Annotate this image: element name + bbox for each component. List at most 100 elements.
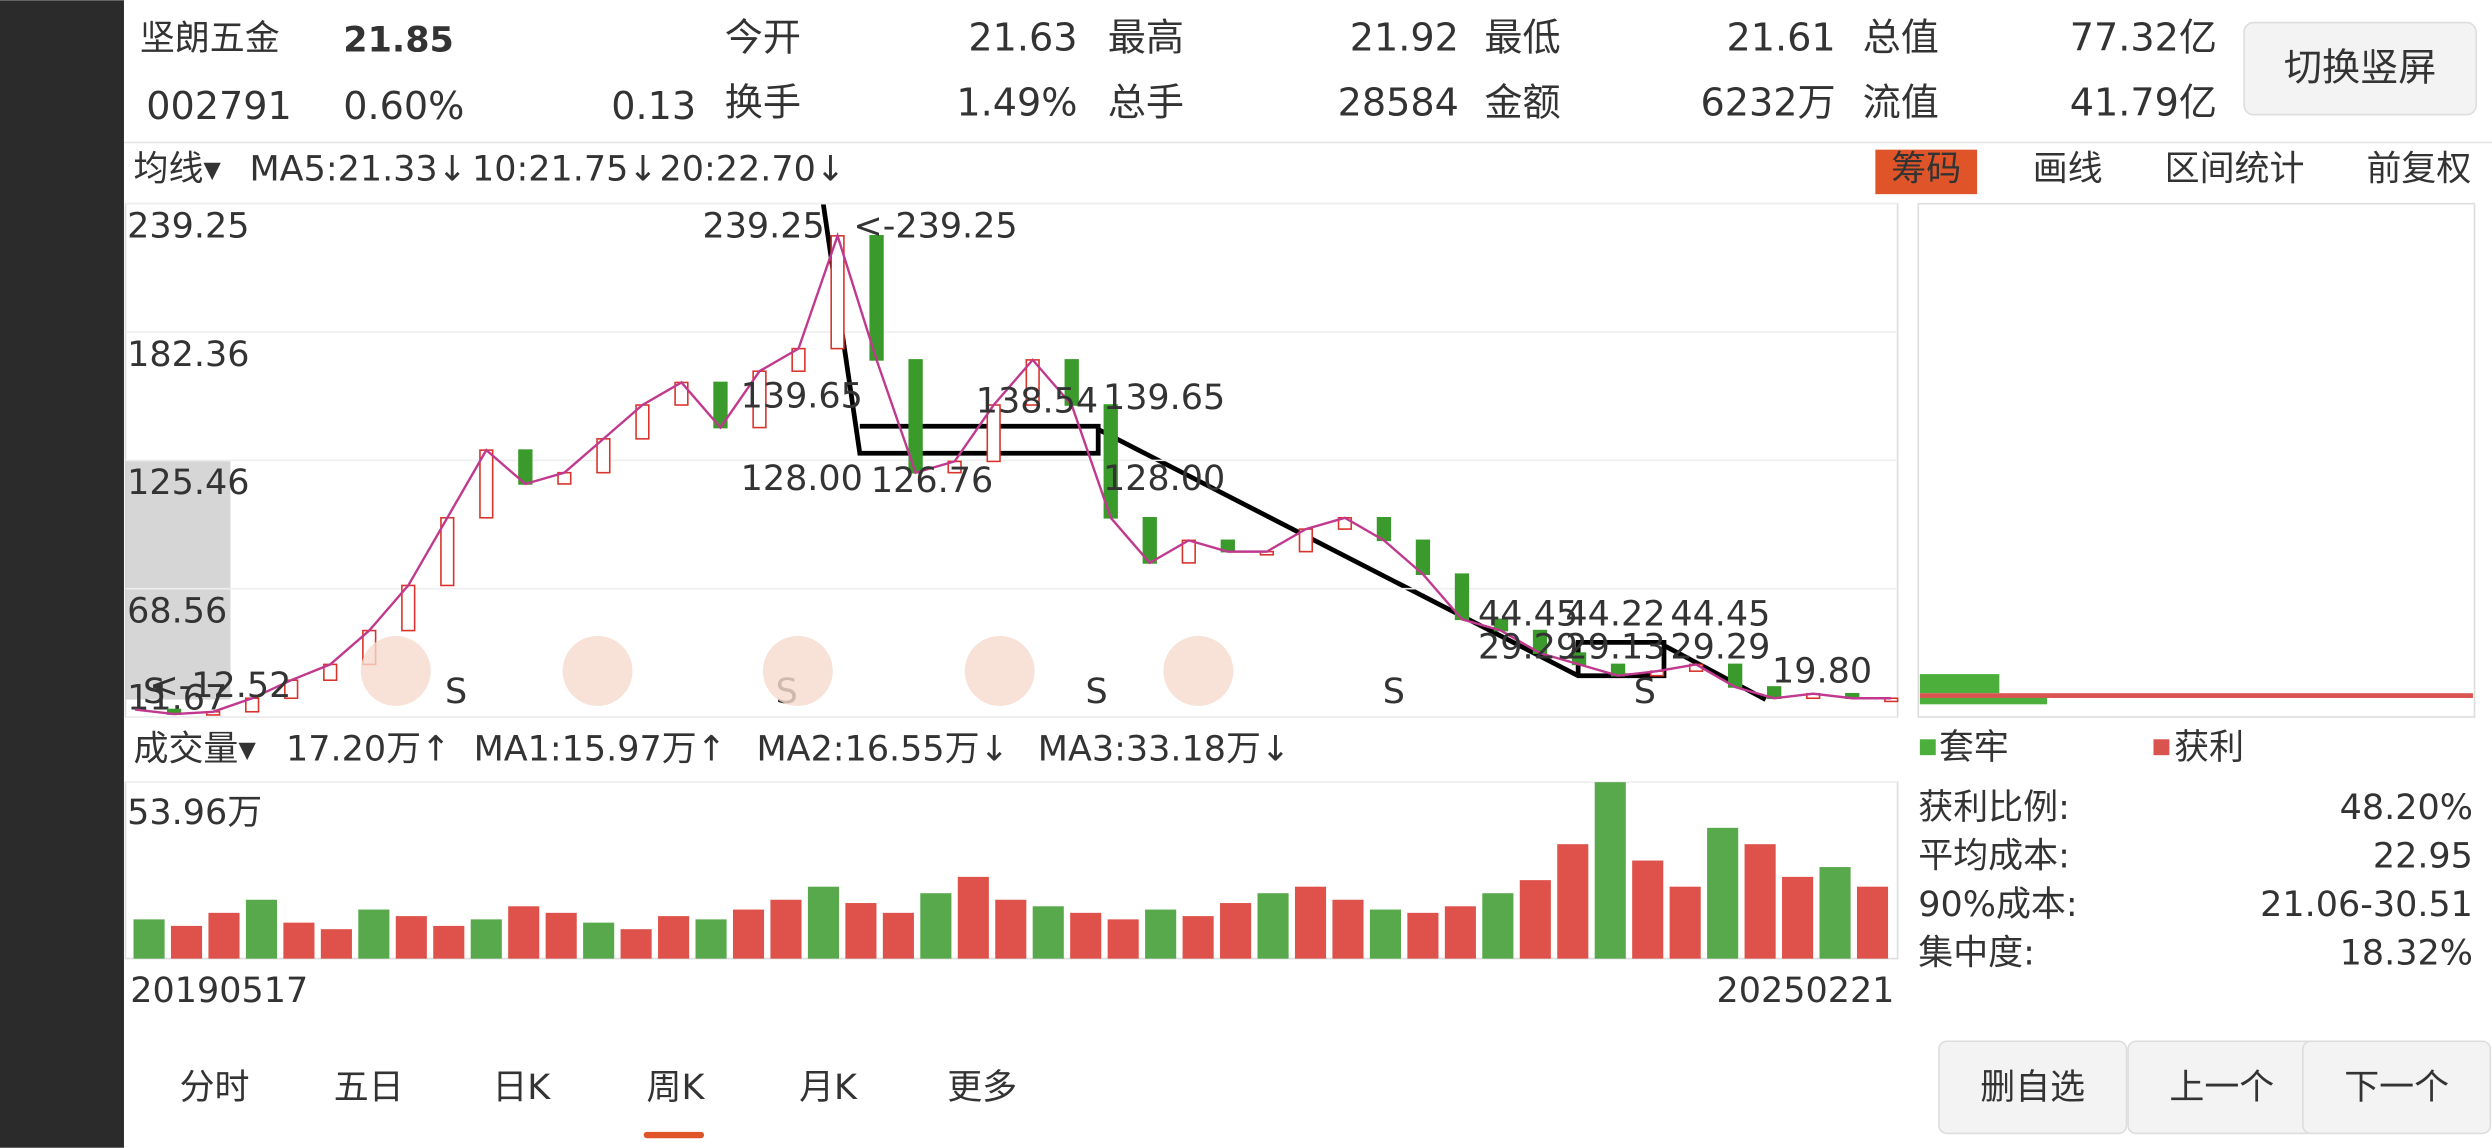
- volume-bar: [583, 922, 615, 959]
- nav-button[interactable]: [562, 635, 633, 706]
- signal: S: [445, 672, 467, 712]
- tool-button[interactable]: 区间统计: [2165, 149, 2305, 189]
- volume-bar: [845, 903, 877, 959]
- chip-button[interactable]: [1875, 149, 1978, 195]
- chip-value: 18.32%: [2340, 934, 2473, 974]
- stat-value: 1.49%: [956, 81, 1077, 125]
- change: 0.13: [611, 84, 696, 128]
- action-button[interactable]: [1938, 1040, 2128, 1135]
- stat-label: 金额: [1484, 81, 1560, 125]
- end-date: 20250221: [1717, 971, 1895, 1011]
- tab[interactable]: 五日: [334, 1068, 404, 1108]
- volume-bar: [245, 899, 278, 959]
- volume-bar: [1707, 827, 1739, 959]
- ma20: 20:22.70↓: [660, 149, 846, 189]
- chip-label: 集中度:: [1918, 934, 2035, 974]
- y-tick-label: 182.36: [127, 335, 249, 375]
- volume-bar: [1444, 906, 1476, 959]
- vol-ma2: MA2:16.55万↓: [756, 729, 1008, 769]
- volume-bar: [1369, 909, 1402, 959]
- tab[interactable]: 分时: [180, 1068, 250, 1108]
- volume-bar: [395, 916, 427, 959]
- stat-value: 21.92: [1350, 16, 1459, 60]
- tool-button[interactable]: 前复权: [2366, 149, 2471, 189]
- y-tick-label: 125.46: [127, 463, 249, 503]
- volume-bar: [170, 925, 203, 959]
- stat-label: 总值: [1863, 16, 1939, 60]
- nav-button[interactable]: [1163, 635, 1234, 706]
- tab[interactable]: 周K: [647, 1068, 706, 1108]
- stat-label: 最高: [1108, 16, 1184, 60]
- stat-label: 换手: [725, 81, 801, 125]
- stat-value: 41.79亿: [2070, 81, 2217, 125]
- volume-bar: [433, 925, 465, 959]
- nav-button[interactable]: [964, 635, 1035, 706]
- chip-value: 21.06-30.51: [2260, 885, 2473, 925]
- ma-selector[interactable]: 均线▾: [133, 149, 221, 189]
- signal: S: [143, 672, 165, 712]
- annotation: 139.65: [1103, 378, 1225, 418]
- stat-value: 6232万: [1700, 81, 1835, 125]
- volume-bar: [1669, 886, 1701, 959]
- volume-bar: [1594, 782, 1626, 959]
- volume-bar: [1407, 912, 1439, 959]
- annotation: 44.22: [1565, 594, 1665, 634]
- tab[interactable]: 更多: [947, 1068, 1017, 1108]
- volume-bar: [658, 916, 690, 959]
- divider: [123, 141, 2492, 144]
- switch-label[interactable]: 切换竖屏: [2284, 46, 2437, 90]
- volume-bar: [470, 919, 502, 959]
- volume-bar: [1632, 860, 1664, 959]
- volume-bar: [770, 899, 802, 959]
- volume-bar: [1482, 893, 1514, 959]
- tab[interactable]: 月K: [799, 1068, 858, 1108]
- price: 21.85: [343, 21, 454, 61]
- chip-frame: [1917, 202, 2476, 718]
- annotation: 239.25: [702, 207, 824, 247]
- tool-button[interactable]: 画线: [2033, 149, 2103, 189]
- stat-value: 21.61: [1726, 16, 1835, 60]
- stat-value: 21.63: [968, 16, 1077, 60]
- signal: S: [1383, 672, 1405, 712]
- stat-label: 流值: [1863, 81, 1939, 125]
- volume-selector[interactable]: 成交量▾: [133, 729, 256, 769]
- switch-button[interactable]: [2243, 21, 2477, 116]
- legend-swatch: [1919, 739, 1936, 756]
- volume-bar: [1856, 886, 1889, 959]
- volume-bar: [1070, 912, 1102, 959]
- action-label[interactable]: 删自选: [1980, 1068, 2085, 1108]
- chip-label: 90%成本:: [1918, 885, 2077, 925]
- volume-bar: [545, 912, 577, 959]
- volume-bar: [1332, 899, 1364, 959]
- volume-bar: [1519, 880, 1551, 959]
- tab[interactable]: 日K: [492, 1068, 551, 1108]
- annotation: 138.54: [976, 381, 1098, 421]
- signal: S: [1634, 672, 1656, 712]
- y-tick-label: 239.25: [127, 207, 249, 247]
- nav-button[interactable]: [762, 635, 833, 706]
- action-label[interactable]: 上一个: [2169, 1068, 2274, 1108]
- volume-bar: [620, 929, 652, 959]
- volume-current: 17.20万↑: [286, 729, 450, 769]
- volume-bar: [208, 912, 240, 959]
- tool-button[interactable]: 筹码: [1891, 149, 1961, 189]
- action-label[interactable]: 下一个: [2344, 1068, 2449, 1108]
- chip-value: 22.95: [2373, 837, 2473, 877]
- annotation: <-12.52: [149, 666, 291, 706]
- volume-bar: [1257, 893, 1289, 959]
- volume-bar: [283, 922, 315, 959]
- volume-bar: [1182, 916, 1214, 959]
- volume-bar: [807, 886, 840, 959]
- volume-bar: [508, 906, 540, 959]
- candle: [869, 235, 884, 361]
- start-date: 20190517: [130, 971, 308, 1011]
- volume-bar: [1557, 844, 1589, 959]
- nav-button[interactable]: [360, 635, 431, 706]
- volume-bar: [995, 899, 1027, 959]
- side-handle[interactable]: [125, 461, 231, 700]
- stat-value: 28584: [1338, 81, 1459, 125]
- legend-label: 套牢: [1939, 728, 2009, 768]
- signal: S: [1086, 672, 1108, 712]
- action-button[interactable]: [2302, 1040, 2492, 1135]
